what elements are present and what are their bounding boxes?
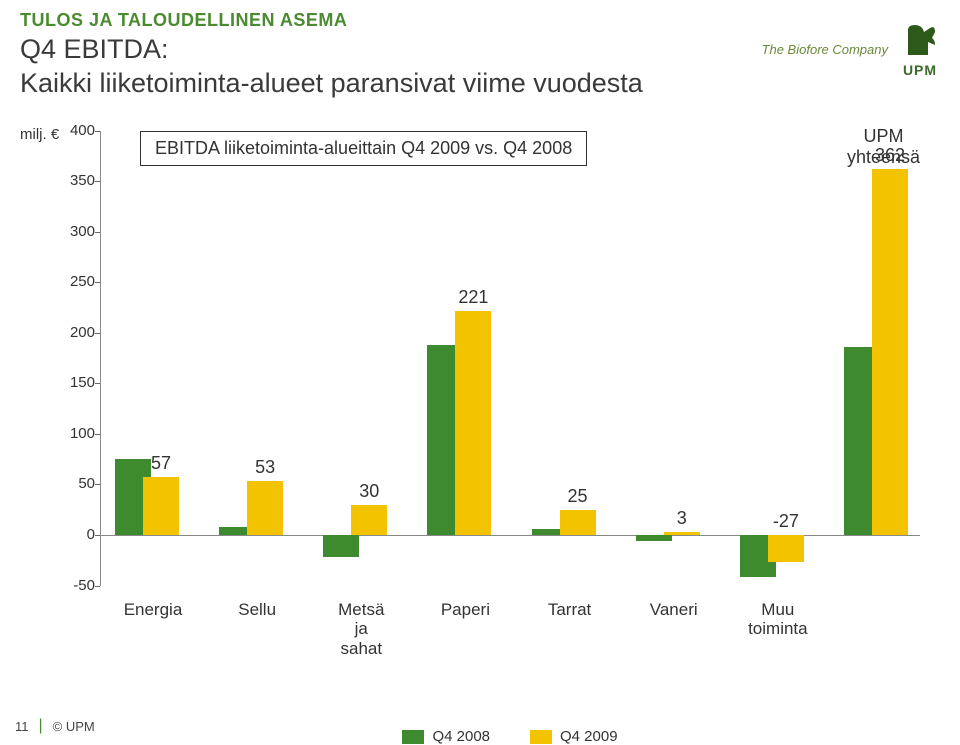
bar-q4_2008 bbox=[636, 535, 672, 541]
bar-q4_2009 bbox=[768, 535, 804, 562]
bar-value-label: -27 bbox=[758, 511, 814, 532]
y-tick-label: 100 bbox=[55, 425, 95, 442]
footer: 11 | © UPM bbox=[15, 717, 95, 735]
bar-value-label: 30 bbox=[341, 481, 397, 502]
y-tick-label: 250 bbox=[55, 273, 95, 290]
bar-q4_2009 bbox=[664, 532, 700, 535]
griffin-logo-icon bbox=[900, 20, 940, 60]
header: TULOS JA TALOUDELLINEN ASEMA Q4 EBITDA: … bbox=[0, 0, 960, 101]
x-tick-label: Energia bbox=[95, 600, 211, 620]
bar-value-label: 362 bbox=[862, 145, 918, 166]
header-left: TULOS JA TALOUDELLINEN ASEMA Q4 EBITDA: … bbox=[20, 10, 762, 101]
page-title: Q4 EBITDA: Kaikki liiketoiminta-alueet p… bbox=[20, 33, 762, 101]
bar-value-label: 53 bbox=[237, 457, 293, 478]
y-tick-label: 400 bbox=[55, 122, 95, 139]
bar-value-label: 221 bbox=[445, 287, 501, 308]
x-tick-label: Vaneri bbox=[616, 600, 732, 620]
bar-q4_2009 bbox=[455, 311, 491, 534]
header-right: The Biofore Company UPM bbox=[762, 10, 940, 78]
legend: Q4 2008 Q4 2009 bbox=[60, 728, 960, 745]
bar-q4_2009 bbox=[872, 169, 908, 535]
logo-text: UPM bbox=[903, 62, 937, 78]
legend-item-q4-2008: Q4 2008 bbox=[402, 728, 490, 745]
legend-label: Q4 2009 bbox=[560, 728, 618, 745]
footer-separator-icon: | bbox=[39, 717, 43, 735]
bar-q4_2009 bbox=[143, 477, 179, 535]
bar-q4_2009 bbox=[351, 505, 387, 535]
title-line1: Q4 EBITDA: bbox=[20, 34, 169, 64]
y-tick-label: 150 bbox=[55, 374, 95, 391]
legend-swatch-icon bbox=[402, 730, 424, 744]
x-tick-label: Paperi bbox=[407, 600, 523, 620]
bar-value-label: 57 bbox=[133, 453, 189, 474]
x-tick-label: Sellu bbox=[199, 600, 315, 620]
y-tick-label: 0 bbox=[55, 526, 95, 543]
x-tick-label: Muutoiminta bbox=[720, 600, 836, 639]
page-supertitle: TULOS JA TALOUDELLINEN ASEMA bbox=[20, 10, 762, 31]
copyright: © UPM bbox=[53, 719, 95, 734]
title-line2: Kaikki liiketoiminta-alueet paransivat v… bbox=[20, 68, 643, 98]
legend-label: Q4 2008 bbox=[432, 728, 490, 745]
bar-q4_2009 bbox=[560, 510, 596, 535]
legend-item-q4-2009: Q4 2009 bbox=[530, 728, 618, 745]
bar-value-label: 25 bbox=[550, 486, 606, 507]
page-number: 11 bbox=[15, 719, 29, 734]
legend-swatch-icon bbox=[530, 730, 552, 744]
y-tick-label: 50 bbox=[55, 475, 95, 492]
biofore-tagline: The Biofore Company bbox=[762, 42, 888, 57]
bar-q4_2009 bbox=[247, 481, 283, 535]
bar-q4_2008 bbox=[323, 535, 359, 557]
chart-area: milj. € EBITDA liiketoiminta-alueittain … bbox=[60, 131, 920, 651]
plot-region: -5005010015020025030035040057Energia53Se… bbox=[100, 131, 920, 651]
y-tick-label: 350 bbox=[55, 172, 95, 189]
bar-value-label: 3 bbox=[654, 508, 710, 529]
y-tick-label: 200 bbox=[55, 324, 95, 341]
y-tick-label: 300 bbox=[55, 223, 95, 240]
x-tick-label: Tarrat bbox=[512, 600, 628, 620]
y-tick-label: -50 bbox=[55, 577, 95, 594]
logo: UPM bbox=[900, 20, 940, 78]
x-tick-label: Metsäjasahat bbox=[303, 600, 419, 659]
